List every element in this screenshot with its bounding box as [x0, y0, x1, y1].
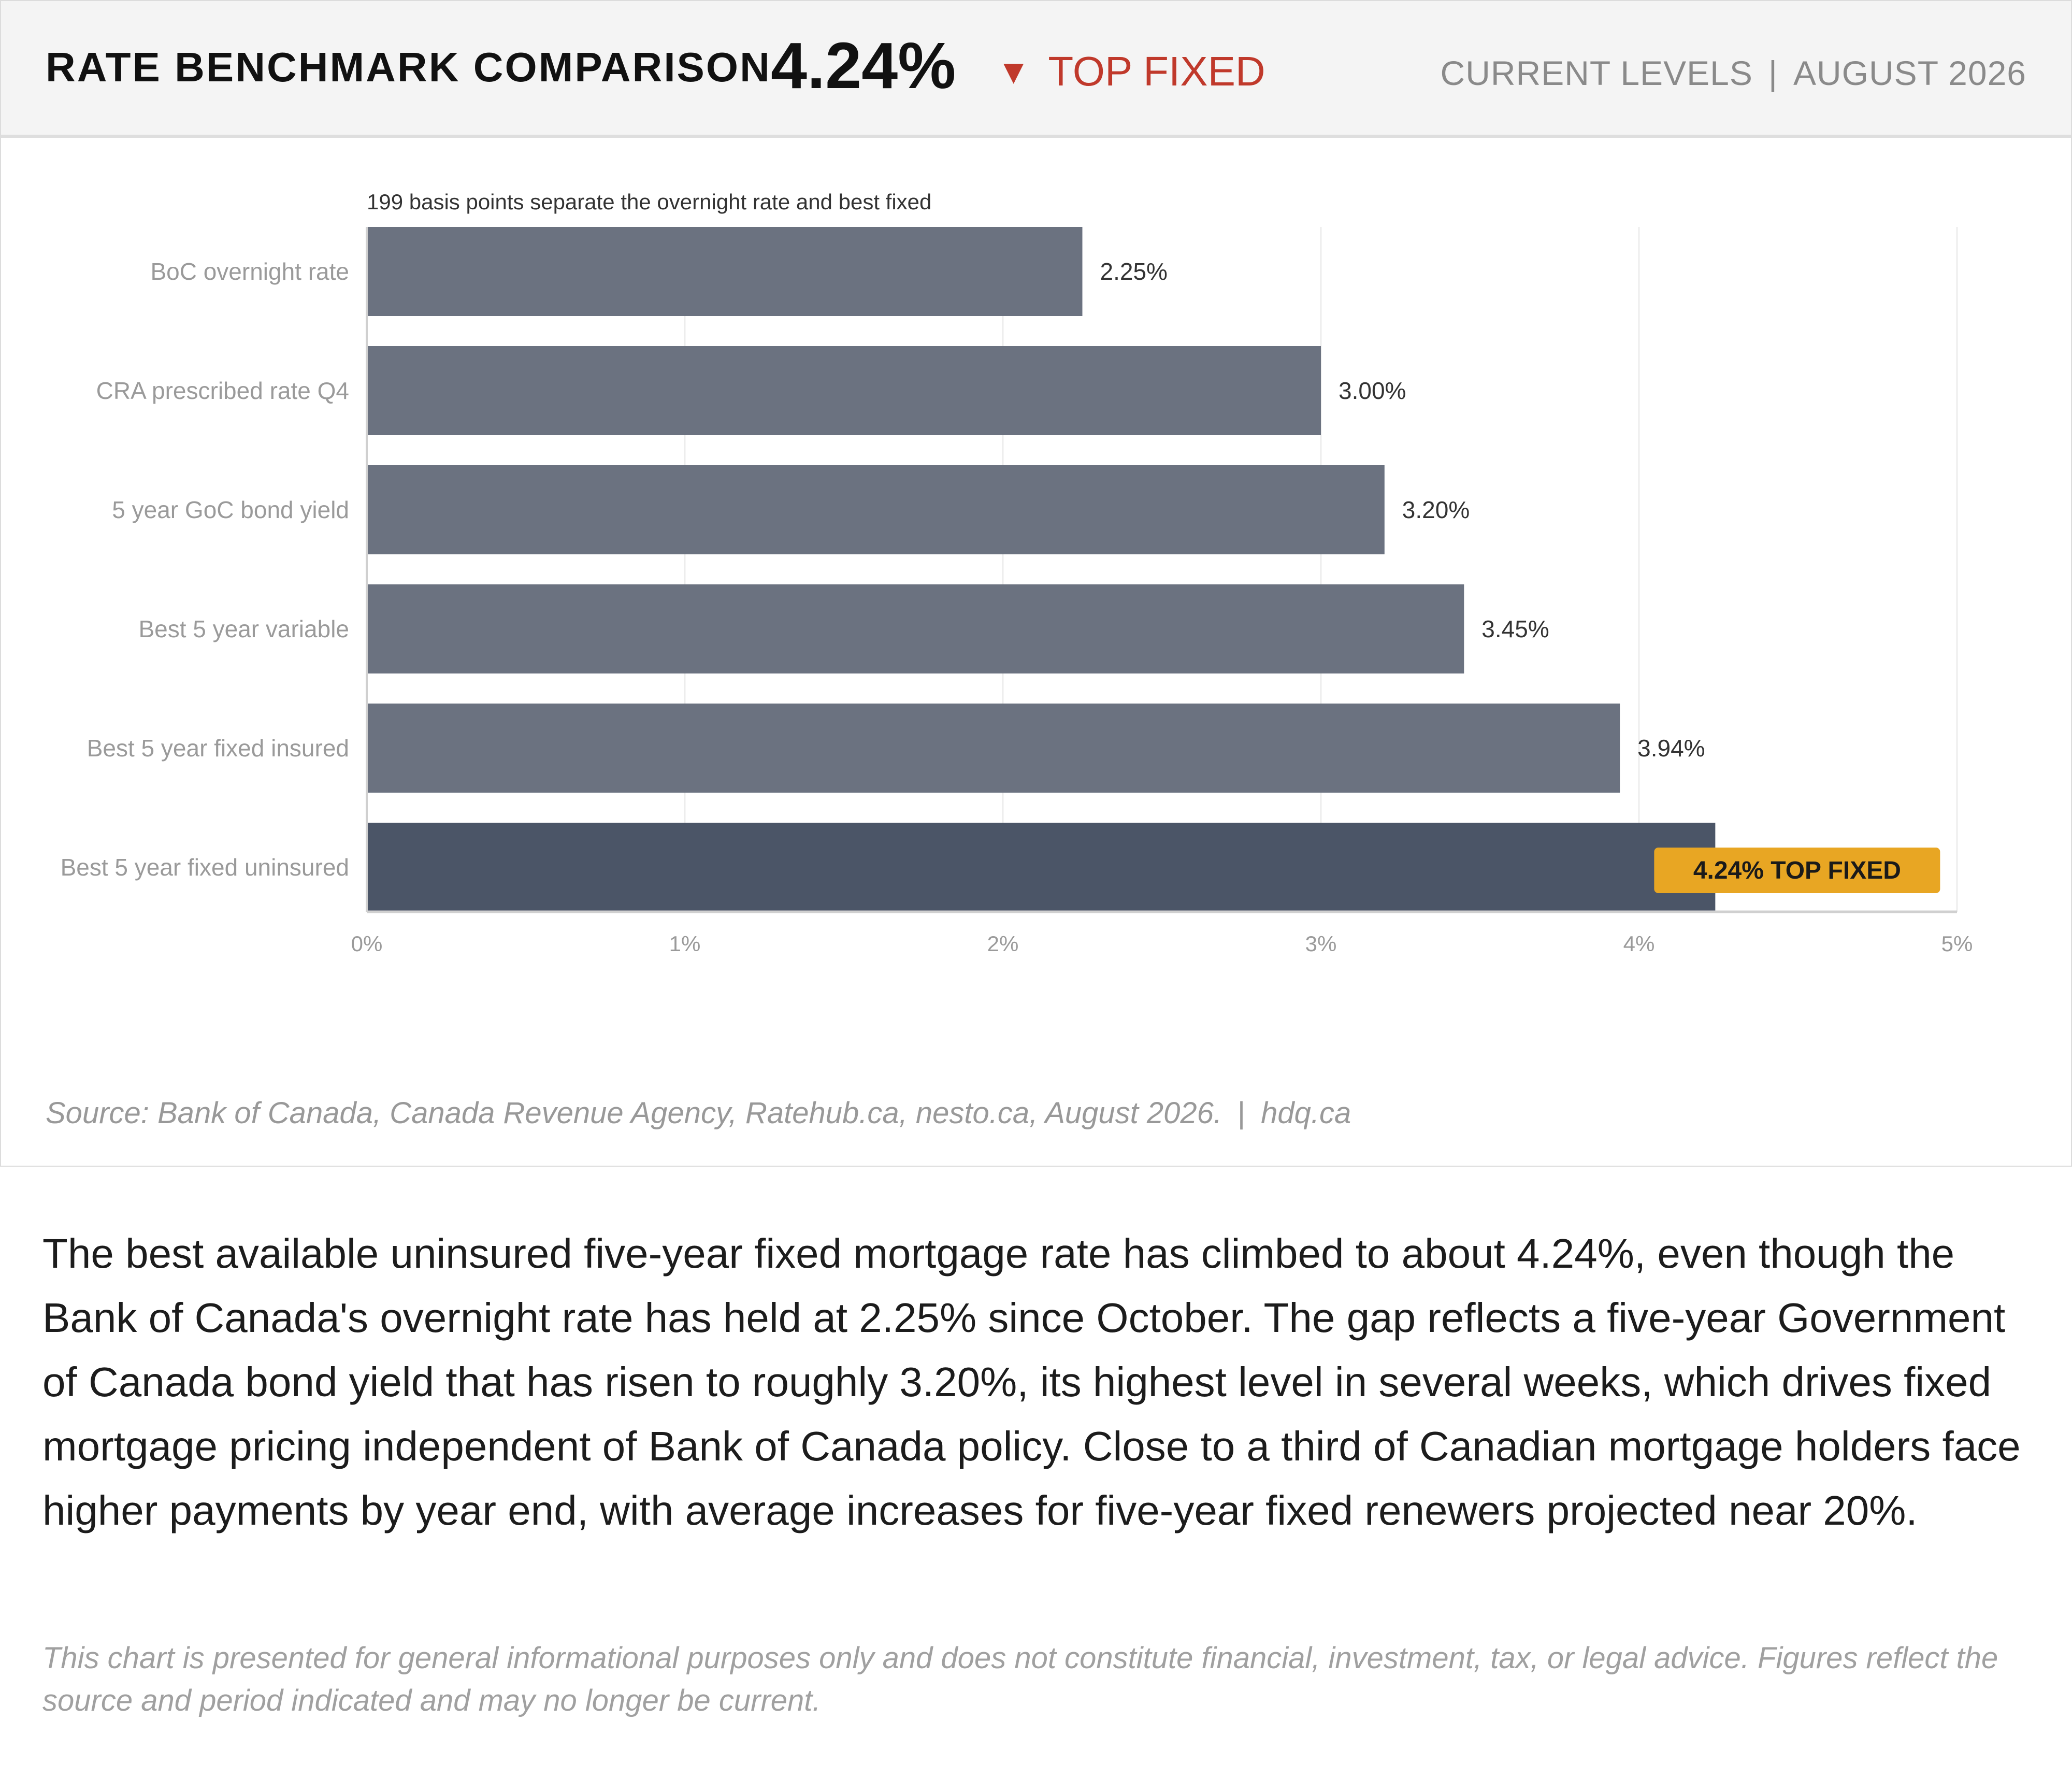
chart-header: RATE BENCHMARK COMPARISON 4.24% ▼ TOP FIX… — [1, 1, 2071, 138]
chart-source: Source: Bank of Canada, Canada Revenue A… — [46, 1098, 1351, 1128]
data-label: 3.00% — [1339, 377, 1406, 404]
data-label: 3.20% — [1402, 496, 1470, 523]
bar — [367, 227, 1083, 316]
bar — [367, 584, 1464, 673]
period-separator: | — [1768, 54, 1778, 92]
top-fixed-badge-label: TOP FIXED — [1048, 48, 1265, 94]
category-label: Best 5 year fixed insured — [87, 735, 349, 762]
x-tick-label: 1% — [669, 931, 701, 956]
chart-title: RATE BENCHMARK COMPARISON — [46, 44, 771, 90]
x-tick-label: 3% — [1305, 931, 1337, 956]
top-fixed-badge: ▼ TOP FIXED — [997, 51, 1265, 92]
chart-annotation: 199 basis points separate the overnight … — [367, 190, 931, 214]
category-label: CRA prescribed rate Q4 — [96, 377, 349, 404]
period-date: AUGUST 2026 — [1793, 54, 2026, 92]
bar — [367, 465, 1385, 554]
down-triangle-icon: ▼ — [997, 52, 1031, 91]
chart-period: CURRENT LEVELS | AUGUST 2026 — [1441, 56, 2026, 90]
source-site: hdq.ca — [1261, 1096, 1351, 1130]
category-label: Best 5 year variable — [138, 615, 349, 642]
data-label: 2.25% — [1100, 258, 1168, 285]
x-tick-label: 4% — [1623, 931, 1655, 956]
x-tick-label: 5% — [1941, 931, 1973, 956]
bar — [367, 704, 1620, 793]
x-tick-label: 0% — [351, 931, 383, 956]
top-fixed-label-box — [1654, 848, 1940, 893]
bar — [367, 823, 1716, 912]
category-label: BoC overnight rate — [150, 258, 349, 285]
source-text: Source: Bank of Canada, Canada Revenue A… — [46, 1096, 1222, 1130]
headline-value: 4.24% — [771, 29, 956, 102]
data-label: 3.45% — [1481, 615, 1549, 642]
source-separator: | — [1238, 1096, 1246, 1130]
data-label: 4.24% TOP FIXED — [1693, 857, 1901, 884]
bar — [367, 346, 1321, 435]
category-label: 5 year GoC bond yield — [112, 496, 349, 523]
category-label: Best 5 year fixed uninsured — [61, 854, 349, 881]
bar-chart: 199 basis points separate the overnight … — [61, 190, 1973, 956]
data-label: 3.94% — [1637, 735, 1705, 762]
x-tick-label: 2% — [987, 931, 1019, 956]
chart-card: RATE BENCHMARK COMPARISON 4.24% ▼ TOP FIX… — [0, 0, 2072, 1167]
period-label: CURRENT LEVELS — [1440, 54, 1753, 92]
article-paragraph: The best available uninsured five-year f… — [42, 1230, 2021, 1533]
disclaimer-text: This chart is presented for general info… — [42, 1641, 1998, 1717]
